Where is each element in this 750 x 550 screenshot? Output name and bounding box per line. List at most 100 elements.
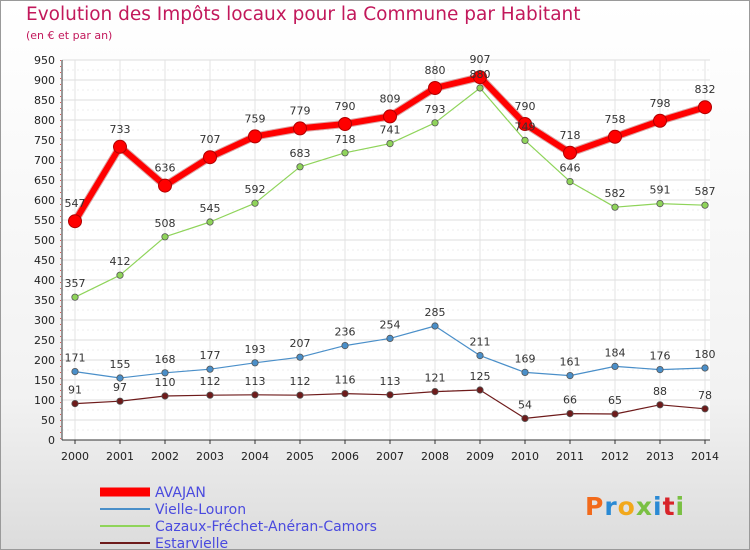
data-label-0: 809 <box>380 92 401 105</box>
series-point-1 <box>701 364 709 372</box>
series-point-0 <box>293 121 307 136</box>
y-tick-label: 750 <box>34 134 55 147</box>
series-point-0 <box>113 139 127 154</box>
y-tick-label: 450 <box>34 254 55 267</box>
series-point-1 <box>71 367 79 376</box>
data-label-1: 176 <box>650 350 671 363</box>
series-point-0 <box>338 117 352 131</box>
series-point-3 <box>476 386 484 394</box>
data-label-3: 91 <box>68 384 82 397</box>
y-tick-label: 900 <box>34 74 55 87</box>
y-tick-label: 550 <box>34 214 55 227</box>
y-tick-label: 100 <box>34 394 55 407</box>
data-label-0: 832 <box>695 83 716 96</box>
x-tick-label: 2001 <box>106 450 134 463</box>
series-point-0 <box>203 150 217 165</box>
series-point-0 <box>608 129 622 144</box>
data-label-3: 112 <box>200 375 221 388</box>
series <box>68 70 712 422</box>
data-label-2: 587 <box>695 185 716 198</box>
data-label-3: 65 <box>608 394 622 407</box>
y-tick-label: 250 <box>34 334 55 347</box>
data-label-2: 357 <box>65 277 86 290</box>
series-point-3 <box>566 409 574 418</box>
data-label-3: 121 <box>425 372 446 385</box>
proxiti-logo: Proxiti <box>585 492 685 521</box>
series-point-1 <box>116 374 124 382</box>
data-label-2: 749 <box>515 120 536 133</box>
series-point-0 <box>653 113 667 128</box>
y-tick-label: 700 <box>34 154 55 167</box>
data-label-1: 169 <box>515 352 536 365</box>
logo-letter: P <box>585 492 605 521</box>
data-label-1: 177 <box>200 349 221 362</box>
y-tick-label: 500 <box>34 234 55 247</box>
series-point-1 <box>206 365 214 373</box>
logo-letter: i <box>653 492 663 521</box>
data-label-1: 193 <box>245 343 266 356</box>
data-label-3: 110 <box>155 376 176 389</box>
data-label-0: 790 <box>335 100 356 113</box>
y-tick-label: 0 <box>48 434 55 447</box>
data-label-0: 790 <box>515 100 536 113</box>
data-label-0: 547 <box>65 197 86 210</box>
series-point-3 <box>656 401 664 409</box>
series-point-1 <box>341 341 349 350</box>
series-point-3 <box>611 410 619 418</box>
data-label-2: 646 <box>560 162 581 175</box>
y-tick-label: 350 <box>34 294 55 307</box>
series-point-2 <box>521 136 529 144</box>
series-point-3 <box>206 391 214 399</box>
data-label-1: 184 <box>605 346 626 359</box>
data-label-1: 155 <box>110 358 131 371</box>
axes: 0 50 100 150 200 250 300 350 400 450 500 550 600 650 7… <box>34 54 719 463</box>
data-label-3: 113 <box>245 375 266 388</box>
data-label-1: 254 <box>380 318 401 331</box>
series-point-3 <box>701 405 709 413</box>
series-point-2 <box>566 178 574 186</box>
data-label-3: 125 <box>470 370 491 383</box>
data-label-0: 907 <box>470 53 491 66</box>
series-point-3 <box>386 391 394 399</box>
data-label-2: 683 <box>290 147 311 160</box>
data-label-0: 779 <box>290 104 311 117</box>
legend-label-1: Vielle-Louron <box>155 502 246 518</box>
data-label-0: 880 <box>425 64 446 77</box>
data-label-0: 718 <box>560 129 581 142</box>
data-label-1: 180 <box>695 348 716 361</box>
series-point-3 <box>116 397 124 405</box>
series-point-1 <box>521 368 529 376</box>
y-tick-label: 950 <box>34 54 55 67</box>
y-tick-label: 150 <box>34 374 55 387</box>
y-tick-label: 600 <box>34 194 55 207</box>
grid <box>62 59 710 441</box>
x-tick-label: 2014 <box>691 450 719 463</box>
logo-letter: i <box>675 492 686 521</box>
data-label-0: 707 <box>200 133 221 146</box>
data-label-1: 207 <box>290 337 311 350</box>
series-point-0 <box>563 145 577 160</box>
logo-letter: r <box>604 492 618 521</box>
series-point-0 <box>428 81 442 95</box>
data-label-2: 880 <box>470 68 491 81</box>
data-label-3: 113 <box>380 375 401 388</box>
data-label-1: 236 <box>335 326 356 339</box>
data-label-2: 793 <box>425 103 446 116</box>
series-point-2 <box>116 271 124 279</box>
series-point-2 <box>701 201 709 209</box>
data-label-1: 161 <box>560 356 581 369</box>
data-label-2: 741 <box>380 124 401 137</box>
legend-label-3: Estarvielle <box>155 536 228 550</box>
series-point-3 <box>431 387 439 396</box>
data-label-3: 112 <box>290 375 311 388</box>
x-tick-label: 2005 <box>286 450 314 463</box>
series-point-2 <box>656 200 664 208</box>
series-point-1 <box>566 371 574 380</box>
x-tick-label: 2008 <box>421 450 449 463</box>
data-label-0: 758 <box>605 113 626 126</box>
x-tick-label: 2006 <box>331 450 359 463</box>
logo-letter: o <box>617 492 636 521</box>
x-tick-label: 2011 <box>556 450 584 463</box>
data-label-2: 718 <box>335 133 356 146</box>
series-point-2 <box>611 203 619 211</box>
